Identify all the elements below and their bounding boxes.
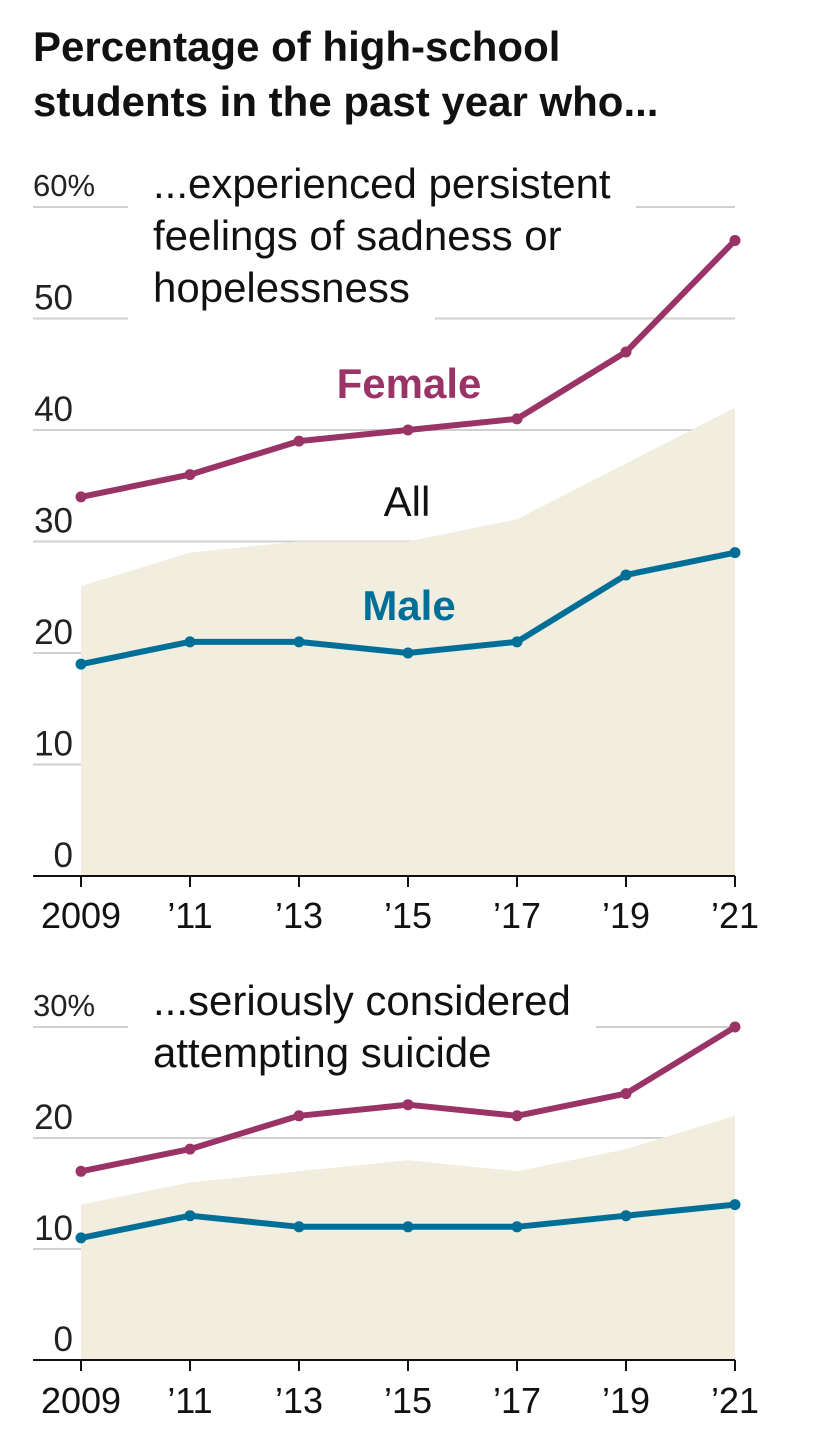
x-tick-label: ’11 <box>167 895 212 936</box>
point-female <box>620 1088 632 1100</box>
y-tick-label: 30% <box>33 988 95 1023</box>
x-tick-label: ’13 <box>275 895 323 936</box>
point-male <box>511 1221 523 1233</box>
point-female <box>511 1110 523 1122</box>
x-tick-label: 2009 <box>41 895 121 936</box>
point-male <box>511 636 523 648</box>
x-tick-label: ’13 <box>275 1380 323 1421</box>
point-female <box>729 234 741 246</box>
point-female <box>729 1021 741 1033</box>
subtitle-halo <box>128 260 435 323</box>
x-tick-label: ’17 <box>493 1380 541 1421</box>
point-female <box>75 1165 87 1177</box>
chart-2-subtitle-line-1: ...seriously considered <box>153 977 571 1024</box>
series-label-all: All <box>384 478 431 525</box>
tick-labels: 0 10 20 30 40 50 60% 2009 ’11 ’13 ’15 ’17 ’19 ’21 0 10 2… <box>33 168 759 1421</box>
point-male <box>620 1210 632 1222</box>
x-tick-label: ’19 <box>602 1380 650 1421</box>
chart-title-line-1: Percentage of high-school <box>33 23 560 70</box>
area-series-layer <box>81 407 735 1360</box>
x-tick-label: ’21 <box>711 1380 759 1421</box>
x-tick-label: ’15 <box>384 1380 432 1421</box>
point-female <box>620 346 632 358</box>
series-label-female: Female <box>337 360 482 407</box>
x-tick-label: ’21 <box>711 895 759 936</box>
x-tick-label: 2009 <box>41 1380 121 1421</box>
point-male <box>184 636 196 648</box>
chart-title-line-2: students in the past year who... <box>33 78 658 125</box>
line-series-layer <box>75 234 741 1244</box>
y-tick-label: 0 <box>54 1320 73 1359</box>
point-male <box>184 1210 196 1222</box>
point-female <box>402 1099 414 1111</box>
x-axes <box>33 875 736 1371</box>
area-all <box>81 407 735 876</box>
y-tick-label: 10 <box>34 725 73 764</box>
point-female <box>402 424 414 436</box>
y-tick-label: 30 <box>34 502 73 541</box>
point-male <box>402 1221 414 1233</box>
chart-1-subtitle-line-1: ...experienced persistent <box>153 160 611 207</box>
chart-1-subtitle-line-3: hopelessness <box>153 264 410 311</box>
subtitle-halo <box>128 1025 517 1088</box>
y-tick-label: 10 <box>34 1209 73 1248</box>
series-label-male: Male <box>362 582 455 629</box>
point-male <box>729 1199 741 1211</box>
point-female <box>511 413 523 425</box>
point-female <box>293 1110 305 1122</box>
point-male <box>620 569 632 581</box>
point-male <box>402 647 414 659</box>
subtitle-halos <box>128 156 636 1088</box>
point-female <box>184 1143 196 1155</box>
y-tick-label: 40 <box>34 390 73 429</box>
x-tick-label: ’11 <box>167 1380 212 1421</box>
point-female <box>293 435 305 447</box>
y-tick-label: 20 <box>34 1098 73 1137</box>
point-male <box>729 547 741 559</box>
area-all <box>81 1115 735 1360</box>
point-male <box>293 1221 305 1233</box>
y-tick-label: 0 <box>54 836 73 875</box>
point-female <box>184 469 196 481</box>
chart-1-subtitle-line-2: feelings of sadness or <box>153 212 562 259</box>
y-tick-label: 50 <box>34 279 73 318</box>
chart-2-subtitle-line-2: attempting suicide <box>153 1029 492 1076</box>
point-female <box>75 491 87 503</box>
point-male <box>293 636 305 648</box>
point-male <box>75 658 87 670</box>
y-tick-label: 60% <box>33 168 95 203</box>
point-male <box>75 1232 87 1244</box>
x-tick-label: ’19 <box>602 895 650 936</box>
x-tick-label: ’15 <box>384 895 432 936</box>
y-tick-label: 20 <box>34 613 73 652</box>
x-tick-label: ’17 <box>493 895 541 936</box>
